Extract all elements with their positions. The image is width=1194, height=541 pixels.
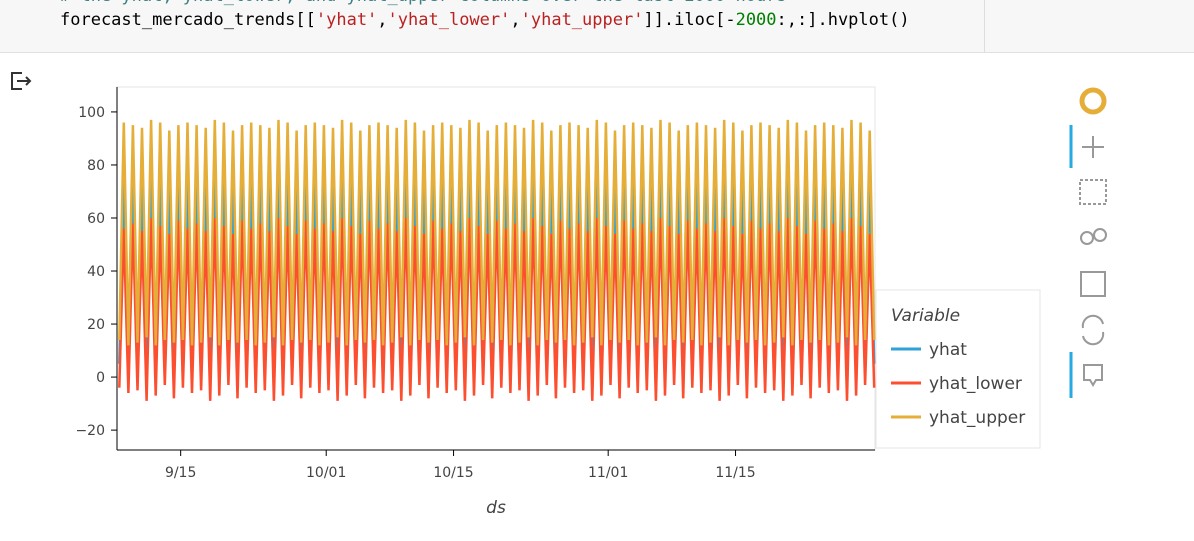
- code-line: forecast_mercado_trends[['yhat','yhat_lo…: [60, 10, 910, 30]
- wheel-zoom-tool[interactable]: [1080, 231, 1094, 245]
- code-comment: # the yhat, yhat_lower, and yhat_upper c…: [60, 0, 787, 6]
- code-token: ,: [510, 10, 521, 30]
- y-tick-label: 20: [87, 317, 105, 333]
- hover-tool[interactable]: [1083, 364, 1103, 387]
- reset-tool[interactable]: [1081, 314, 1105, 346]
- code-token: forecast_mercado_trends[[: [60, 10, 316, 30]
- legend-box: [875, 289, 1041, 449]
- x-axis-label: ds: [486, 498, 506, 518]
- y-tick-label: 0: [96, 370, 105, 386]
- ruler: [984, 0, 985, 52]
- box-zoom-tool[interactable]: [1079, 179, 1107, 205]
- y-tick-label: −20: [75, 423, 105, 439]
- bokeh-logo[interactable]: [1079, 87, 1107, 115]
- code-token: 'yhat_upper': [520, 10, 644, 30]
- code-token: 'yhat_lower': [387, 10, 511, 30]
- x-tick-label: 10/01: [306, 465, 346, 481]
- y-tick-label: 80: [87, 158, 105, 174]
- legend-label: yhat_upper: [929, 408, 1025, 428]
- chart: Variable ds −20 0 20 40 60 80 100 9/15 10/01 10/1…: [11, 72, 1107, 518]
- legend-label: yhat: [929, 340, 967, 360]
- code-cell[interactable]: # the yhat, yhat_lower, and yhat_upper c…: [0, 0, 1194, 53]
- x-tick-label: 10/15: [433, 465, 473, 481]
- y-tick-label: 60: [87, 211, 105, 227]
- toolbar: [1069, 87, 1107, 398]
- y-tick-label: 100: [78, 105, 105, 121]
- series-line: [118, 217, 876, 401]
- x-tick-label: 11/15: [715, 465, 755, 481]
- code-token: 2000: [735, 10, 777, 30]
- code-token: 'yhat': [315, 10, 378, 30]
- x-tick-label: 9/15: [165, 465, 196, 481]
- pan-tool[interactable]: [1082, 136, 1104, 158]
- code-token: :,:].hvplot(): [776, 10, 910, 30]
- save-tool[interactable]: [1080, 271, 1106, 297]
- x-tick-label: 11/01: [588, 465, 628, 481]
- code-token: ,: [377, 10, 388, 30]
- series-line: [118, 119, 876, 346]
- y-tick-label: 40: [87, 264, 105, 280]
- legend-title: Variable: [891, 306, 960, 326]
- legend-label: yhat_lower: [929, 374, 1022, 394]
- output-icon: [11, 72, 32, 90]
- code-token: ]].iloc[-: [643, 10, 736, 30]
